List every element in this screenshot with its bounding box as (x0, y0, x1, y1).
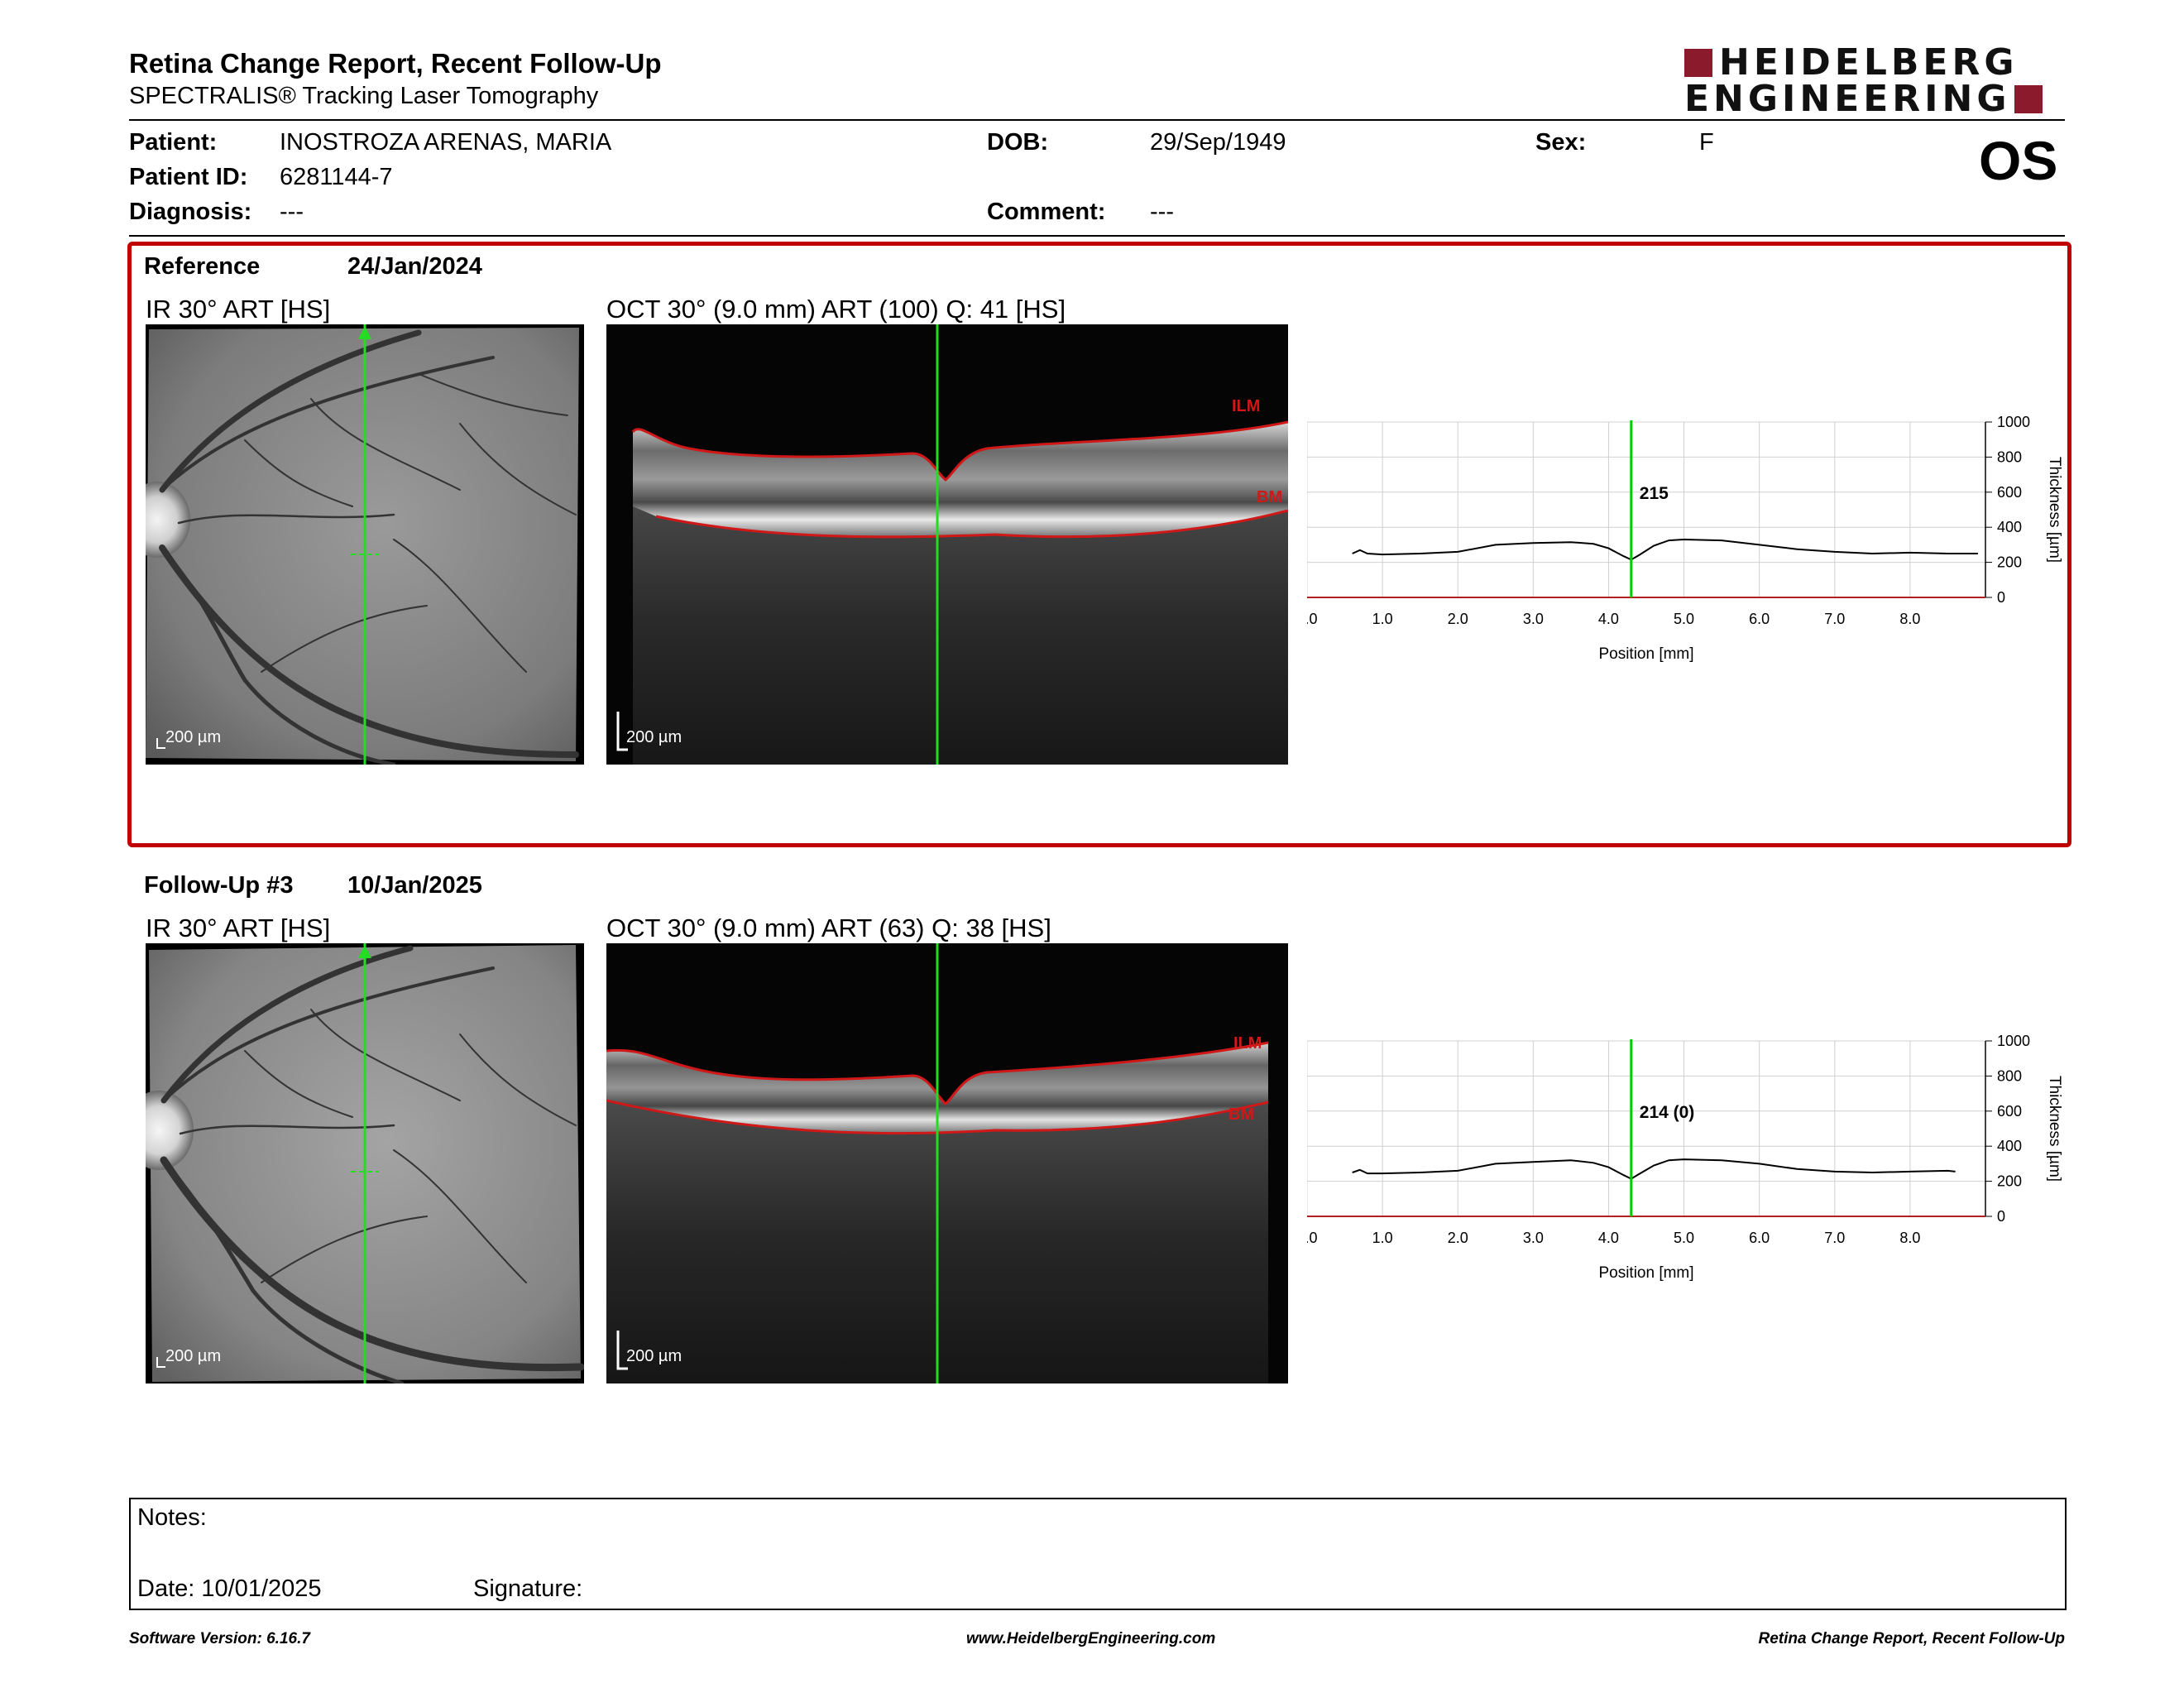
bm-label: BM (1257, 488, 1283, 506)
cursor-value-label: 214 (0) (1640, 1103, 1695, 1122)
oct-bscan-image[interactable]: ILM BM 200 µm (606, 943, 1288, 1383)
x-tick-label: 5.0 (1674, 611, 1694, 627)
ilm-label: ILM (1232, 397, 1261, 415)
x-tick-label: 3.0 (1523, 611, 1544, 627)
section-label: Follow-Up #3 (144, 872, 294, 899)
bm-label: BM (1228, 1105, 1255, 1124)
section-date: 24/Jan/2024 (347, 253, 482, 280)
reference-frame (127, 242, 2071, 847)
date-label: Date: 10/01/2025 (137, 1575, 322, 1602)
plot-area (1307, 1040, 1986, 1217)
dob-value: 29/Sep/1949 (1150, 129, 1286, 156)
y-tick-label: 400 (1997, 519, 2022, 535)
x-tick-label: 1.0 (1372, 611, 1393, 627)
comment-value: --- (1150, 199, 1174, 225)
notes-label: Notes: (137, 1504, 207, 1531)
notes-box[interactable]: Notes: Date: 10/01/2025 Signature: (129, 1498, 2067, 1610)
x-tick-label: 7.0 (1824, 1230, 1845, 1246)
oct-scale-label: 200 µm (626, 1347, 682, 1365)
section-date: 10/Jan/2025 (347, 872, 482, 899)
patient-id-label: Patient ID: (129, 164, 248, 190)
logo-square-icon (2014, 85, 2043, 113)
footer-website-link[interactable]: www.HeidelbergEngineering.com (966, 1630, 1216, 1647)
y-tick-label: 0 (1997, 1208, 2005, 1225)
oct-bscan-image[interactable]: ILM BM 200 µm (606, 324, 1288, 765)
diagnosis-label: Diagnosis: (129, 199, 252, 225)
y-tick-label: 800 (1997, 1067, 2022, 1084)
x-tick-label: 6.0 (1749, 1230, 1770, 1246)
y-tick-label: 400 (1997, 1138, 2022, 1154)
footer-software-version: Software Version: 6.16.7 (129, 1630, 310, 1647)
logo-square-icon (1684, 49, 1712, 77)
ilm-label: ILM (1233, 1034, 1262, 1053)
dob-label: DOB: (987, 129, 1049, 156)
diagnosis-value: --- (280, 199, 304, 225)
eye-indicator: OS (1979, 130, 2058, 191)
signature-label: Signature: (473, 1575, 583, 1602)
cursor-value-label: 215 (1640, 484, 1669, 503)
x-tick-label: 2.0 (1448, 611, 1468, 627)
patient-label: Patient: (129, 129, 218, 156)
x-tick-label: 8.0 (1899, 611, 1920, 627)
y-axis-label: Thickness [µm] (2046, 1076, 2063, 1182)
x-tick-label: 3.0 (1523, 1230, 1544, 1246)
ir-image-title: IR 30° ART [HS] (146, 295, 331, 324)
x-tick-label: 4.0 (1598, 611, 1619, 627)
y-tick-label: 200 (1997, 1173, 2022, 1190)
x-tick-label: 6.0 (1749, 611, 1770, 627)
sex-label: Sex: (1535, 129, 1587, 156)
logo-line1: HEIDELBERG (1719, 41, 2019, 84)
y-tick-label: 1000 (1997, 1033, 2030, 1049)
x-axis-label: Position [mm] (1598, 645, 1693, 663)
thickness-chart[interactable]: 0.0 1.0 2.0 3.0 4.0 5.0 6.0 7.0 8.0 0 200 400 600 800… (1307, 410, 2101, 692)
report-subtitle: SPECTRALIS® Tracking Laser Tomography (129, 83, 599, 109)
x-axis-label: Position [mm] (1598, 1264, 1693, 1282)
ir-fundus-image[interactable]: 200 µm (146, 324, 584, 765)
x-tick-label: 8.0 (1899, 1230, 1920, 1246)
patient-name: INOSTROZA ARENAS, MARIA (280, 129, 612, 156)
header-divider (129, 119, 2065, 121)
oct-scale-label: 200 µm (626, 728, 682, 746)
ir-image-title: IR 30° ART [HS] (146, 914, 331, 942)
comment-label: Comment: (987, 199, 1106, 225)
thickness-chart[interactable]: 0.0 1.0 2.0 3.0 4.0 5.0 6.0 7.0 8.0 0 200 400 600 800… (1307, 1029, 2101, 1311)
oct-image-title: OCT 30° (9.0 mm) ART (100) Q: 41 [HS] (606, 295, 1066, 324)
y-tick-label: 800 (1997, 448, 2022, 465)
x-tick-label: 2.0 (1448, 1230, 1468, 1246)
section-label: Reference (144, 253, 261, 280)
footer-report-name: Retina Change Report, Recent Follow-Up (1758, 1630, 2065, 1647)
sex-value: F (1699, 129, 1714, 156)
y-tick-label: 200 (1997, 554, 2022, 571)
logo-line2: ENGINEERING (1684, 78, 2011, 120)
x-tick-label: 4.0 (1598, 1230, 1619, 1246)
patient-id: 6281144-7 (280, 164, 393, 190)
y-tick-label: 600 (1997, 1103, 2022, 1120)
y-tick-label: 600 (1997, 484, 2022, 501)
ir-scale-label: 200 µm (165, 728, 222, 746)
report-title: Retina Change Report, Recent Follow-Up (129, 48, 662, 79)
x-tick-label: 1.0 (1372, 1230, 1393, 1246)
x-tick-label: 7.0 (1824, 611, 1845, 627)
oct-image-title: OCT 30° (9.0 mm) ART (63) Q: 38 [HS] (606, 914, 1051, 942)
x-tick-label: 0.0 (1307, 611, 1318, 627)
y-tick-label: 0 (1997, 589, 2005, 606)
patient-divider (129, 235, 2065, 237)
x-tick-label: 0.0 (1307, 1230, 1318, 1246)
plot-area (1307, 421, 1986, 598)
ir-fundus-image[interactable]: 200 µm (146, 943, 584, 1383)
y-axis-label: Thickness [µm] (2046, 457, 2063, 563)
x-tick-label: 5.0 (1674, 1230, 1694, 1246)
ir-scale-label: 200 µm (165, 1347, 222, 1365)
y-tick-label: 1000 (1997, 414, 2030, 430)
